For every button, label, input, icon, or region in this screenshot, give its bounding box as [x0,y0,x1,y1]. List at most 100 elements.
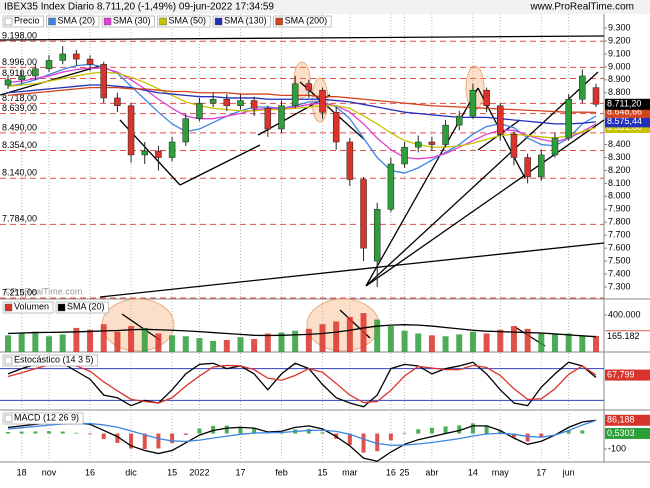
y-tick-label: 9.200 [608,35,631,45]
legend-label: SMA (20) [67,301,105,311]
bar [5,335,11,352]
x-tick-label: 15 [167,467,177,477]
x-tick-label: abr [425,467,438,477]
candle-body [333,112,339,142]
candle-body [155,151,161,157]
last-value-label: 86,188 [607,415,635,425]
bar [170,434,174,444]
bar [362,434,366,453]
bar [265,333,271,352]
bar [321,432,325,433]
candle-body [224,99,230,105]
candle-body [73,54,79,59]
candle-body [87,59,93,64]
bar [6,432,10,434]
bar [225,426,229,434]
candle-body [497,106,503,134]
bar [237,337,243,352]
x-tick-label: dic [125,467,137,477]
y-tick-label: 8.300 [608,152,631,162]
legend-label: SMA (30) [113,15,151,25]
y-tick-label: 8.400 [608,139,631,149]
level-label: 7.215,00 [2,287,37,297]
y-tick-label: 7.600 [608,243,631,253]
bar [511,326,517,352]
bar [429,335,435,352]
y-tick-label: 9.300 [608,22,631,32]
y-tick-label: 7.400 [608,268,631,278]
candle-body [374,209,380,261]
bar [526,434,530,442]
bar [251,339,257,352]
candle-body [511,134,517,157]
legend-label: SMA (200) [285,15,328,25]
candle-body [5,80,11,85]
candle-body [114,98,120,106]
bar [306,329,312,352]
legend-color [58,304,65,311]
level-label: 9.198,00 [2,31,37,41]
candle-body [538,155,544,177]
candle-body [169,142,175,158]
x-tick-label: may [492,467,510,477]
legend-label: Estocástico (14 3 5) [14,354,94,364]
level-label: 8.996,00 [2,57,37,67]
x-tick-label: 16 [85,467,95,477]
header-title: IBEX35 Index Diario 8.711,20 (-1,49%) 09… [4,2,274,13]
y-tick-label: 8.800 [608,87,631,97]
bar [403,433,407,434]
candle-body [579,76,585,99]
bar [552,334,558,352]
x-tick-label: 16 [386,467,396,477]
bar [169,335,175,352]
bar [593,336,599,352]
y-tick-label: 9.100 [608,48,631,58]
y-tick-label: 9.000 [608,61,631,71]
header-site: www.ProRealTime.com [529,2,634,13]
candle-body [429,142,435,145]
x-tick-label: 25 [400,467,410,477]
bar [347,317,353,352]
bar [580,430,584,433]
legend-label: SMA (20) [58,15,96,25]
bar [484,333,490,352]
candle-body [388,164,394,209]
bar [497,330,503,352]
bar [155,333,161,352]
bar [444,426,448,433]
bar [566,333,572,352]
legend-color [5,415,12,422]
candle-body [128,106,134,155]
candle-body [210,99,216,103]
bar [470,332,476,352]
bar [74,433,78,434]
legend-color [276,18,283,25]
x-tick-label: 17 [235,467,245,477]
legend-color [49,18,56,25]
bar [415,333,421,352]
candle-body [46,60,52,68]
candle-body [292,84,298,106]
bar [88,434,92,435]
bar [375,434,379,452]
legend-color [5,357,12,364]
bar [388,326,394,352]
bar [183,336,189,352]
candle-body [320,90,326,112]
candle-body [142,151,148,155]
legend-color [5,304,12,311]
candle-body [361,180,367,249]
x-tick-label: 14 [468,467,478,477]
candle-body [443,125,449,144]
x-tick-label: 2022 [189,467,209,477]
level-label: 8.639,00 [2,103,37,113]
bar [333,321,339,352]
x-tick-label: 15 [318,467,328,477]
candle-body [552,138,558,155]
bar [210,341,216,352]
candle-body [101,64,107,98]
bar [224,340,230,352]
candle-body [32,69,38,76]
close-label: 8.711,20 [607,99,641,109]
legend-color [104,18,111,25]
